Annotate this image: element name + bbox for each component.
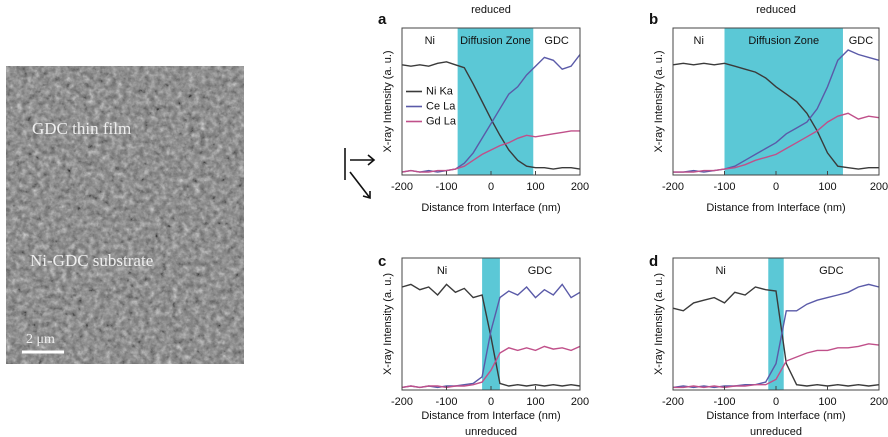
x-tick-label: 200 [870,181,888,193]
x-tick-label: 100 [818,396,836,408]
panel-letter: c [378,253,386,270]
panel-title: reduced [756,4,796,16]
x-tick-label: -100 [713,396,735,408]
arrows [344,148,376,200]
x-tick-label: -100 [435,181,457,193]
series-line [673,49,880,173]
legend-label: Ce La [426,100,456,112]
y-axis-label: X-ray Intensity (a. u.) [382,273,394,375]
legend-label: Ni Ka [426,85,454,97]
x-tick-label: -200 [391,396,413,408]
x-tick-label: -100 [713,181,735,193]
sem-label: Ni-GDC substrate [30,251,153,270]
panel-letter: d [649,253,658,270]
x-tick-label: 200 [870,396,888,408]
arrow [349,171,371,199]
x-tick-label: -200 [662,181,684,193]
series-line [401,130,580,173]
panel-title: unreduced [465,426,517,437]
x-tick-label: 0 [773,181,779,193]
x-tick-label: -200 [391,181,413,193]
x-tick-label: 200 [571,181,589,193]
x-axis-label: Distance from Interface (nm) [421,410,560,422]
y-axis-label: X-ray Intensity (a. u.) [653,50,665,152]
series-line [672,62,879,170]
arrow-head [362,191,371,200]
series-line [673,112,880,173]
panel-title: unreduced [750,426,802,437]
sem-label: GDC thin film [32,119,131,138]
x-tick-label: 100 [526,396,544,408]
region-label: Ni [437,265,447,277]
region-label: Ni [715,265,725,277]
x-tick-label: 100 [818,181,836,193]
diffusion-zone [457,28,534,175]
region-label: GDC [528,265,553,277]
region-label: GDC [849,35,874,47]
legend-label: Gd La [426,115,457,127]
panel-letter: a [378,11,387,28]
region-label: Diffusion Zone [748,35,819,47]
arrow-head [367,154,376,166]
sem-image: GDC thin film Ni-GDC substrate 2 μm [6,66,244,364]
panel-title: reduced [471,4,511,16]
x-tick-label: 200 [571,396,589,408]
x-axis-label: Distance from Interface (nm) [706,202,845,214]
region-label: GDC [544,35,569,47]
series-line [401,61,581,170]
x-tick-label: 0 [773,396,779,408]
scale-label: 2 μm [26,332,55,347]
series-line [401,345,581,389]
x-tick-label: 0 [488,181,494,193]
x-tick-label: 0 [488,396,494,408]
series-line [672,286,880,387]
panel-letter: b [649,11,658,28]
region-label: GDC [819,265,844,277]
y-axis-label: X-ray Intensity (a. u.) [653,273,665,375]
diffusion-zone [724,28,843,175]
series-line [673,343,880,389]
region-label: Diffusion Zone [460,35,531,47]
x-tick-label: -100 [435,396,457,408]
sem-texture [6,66,244,364]
x-axis-label: Distance from Interface (nm) [706,410,845,422]
x-tick-label: 100 [526,181,544,193]
y-axis-label: X-ray Intensity (a. u.) [382,50,394,152]
region-label: Ni [694,35,704,47]
region-label: Ni [425,35,435,47]
series-line [401,283,581,387]
x-axis-label: Distance from Interface (nm) [421,202,560,214]
x-tick-label: -200 [662,396,684,408]
